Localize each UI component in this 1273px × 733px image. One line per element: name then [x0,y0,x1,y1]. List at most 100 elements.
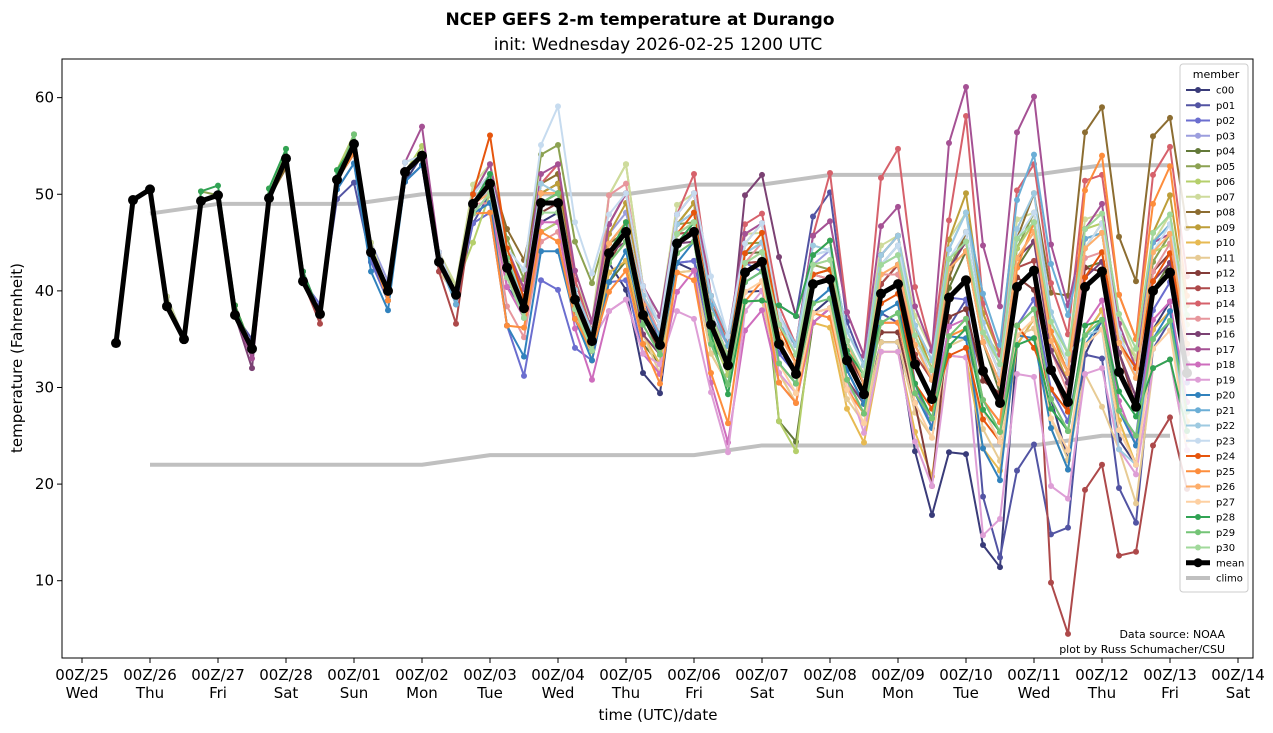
member-point-p14 [759,210,765,217]
member-point-p27 [1048,415,1054,422]
member-point-p29 [1065,427,1071,434]
mean-point [366,247,376,258]
x-tick-label-day: Fri [685,684,703,702]
legend-marker-p19 [1195,376,1201,383]
x-tick-label-time: 00Z/14 [1211,666,1265,684]
member-point-p29 [1116,407,1122,414]
legend-entry-p25: p25 [1186,467,1235,478]
member-point-p16 [742,192,748,199]
x-tick-label-time: 00Z/05 [599,666,653,684]
member-point-p29 [793,380,799,387]
legend-label-p05: p05 [1216,162,1235,173]
mean-point [196,196,206,207]
member-point-p17 [878,223,884,230]
member-point-p19 [878,348,884,355]
member-point-c00 [929,512,935,519]
member-point-p08 [1082,129,1088,136]
member-point-p29 [351,131,357,138]
x-tick-label-day: Mon [882,684,914,702]
member-point-p19 [895,348,901,355]
member-point-p17 [980,242,986,249]
member-point-c00 [912,448,918,455]
legend-label-p21: p21 [1216,406,1235,417]
member-point-p22 [708,292,714,299]
mean-point [825,274,835,285]
member-point-p25 [1167,163,1173,170]
mean-point [757,256,767,267]
mean-point [570,294,580,305]
legend: member c00 p01 p02 p03 p04 p05 p06 p07 p08 p09 p10… [1179,63,1249,593]
legend-marker-p09 [1195,224,1201,231]
legend-label-p30: p30 [1216,543,1235,554]
x-tick-label-time: 00Z/03 [463,666,517,684]
member-point-p08 [1099,104,1105,111]
legend-marker-p13 [1195,285,1201,292]
mean-point [1012,282,1022,293]
mean-point [230,310,240,321]
legend-label-p22: p22 [1216,421,1235,432]
mean-point [247,343,257,354]
member-point-p22 [878,252,884,259]
member-point-p20 [538,248,544,255]
member-point-p17 [1099,200,1105,207]
member-point-p28 [776,302,782,309]
member-point-p23 [963,228,969,235]
mean-point [961,275,971,286]
member-point-p24 [1065,408,1071,415]
legend-marker-p25 [1195,468,1201,475]
legend-label-p03: p03 [1216,131,1235,142]
member-point-p14 [1014,187,1020,194]
legend-marker-c00 [1195,87,1201,93]
legend-entry-p11: p11 [1186,253,1235,264]
member-point-p24 [470,191,476,198]
member-point-p19 [640,350,646,357]
member-point-p08 [1133,278,1139,285]
member-point-p24 [980,416,986,423]
member-point-p30 [1065,350,1071,357]
member-point-p28 [1116,388,1122,395]
member-point-p26 [1065,369,1071,376]
member-point-p19 [997,515,1003,522]
mean-point [944,292,954,303]
legend-entry-p13: p13 [1186,284,1235,295]
member-point-p27 [912,399,918,406]
member-point-p23 [589,270,595,277]
member-point-p13 [1150,442,1156,449]
legend-entry-p09: p09 [1186,223,1235,234]
member-point-p21 [1065,312,1071,319]
member-point-p01 [810,213,816,220]
mean-point [1080,282,1090,293]
member-point-p01 [1116,484,1122,491]
member-point-p24 [742,250,748,257]
member-point-p18 [674,288,680,295]
legend-label-p10: p10 [1216,238,1235,249]
mean-point [553,197,563,208]
member-point-p30 [1082,226,1088,233]
member-point-p26 [1133,374,1139,381]
member-point-p24 [1082,274,1088,281]
y-axis-label: temperature (Fahrenheit) [8,263,26,453]
member-point-p23 [691,190,697,197]
member-point-p19 [912,438,918,445]
legend-marker-p20 [1195,392,1201,398]
legend-entry-p22: p22 [1186,421,1235,432]
member-point-p26 [980,339,986,346]
member-point-p13 [1167,414,1173,421]
member-point-p23 [725,333,731,340]
legend-label-p16: p16 [1216,330,1235,341]
mean-point [1131,401,1141,412]
member-point-p02 [538,277,544,284]
member-point-p16 [759,171,765,178]
member-point-p15 [521,334,527,341]
member-point-c00 [980,541,986,548]
mean-point [689,226,699,237]
member-point-p17 [912,303,918,310]
member-point-p28 [623,219,629,226]
member-point-p24 [1099,249,1105,256]
member-point-p22 [895,232,901,239]
member-point-p28 [198,188,204,195]
member-point-p20 [368,268,374,275]
legend-label-p18: p18 [1216,360,1235,371]
legend-label-p11: p11 [1216,253,1235,264]
member-point-p29 [708,341,714,348]
